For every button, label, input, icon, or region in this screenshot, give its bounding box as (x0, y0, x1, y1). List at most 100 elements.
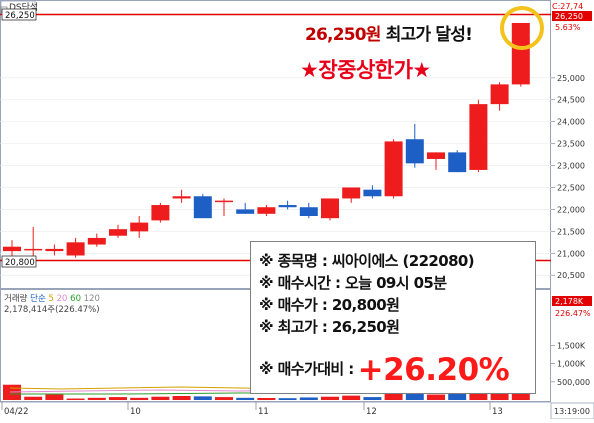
price-tick-label: 21,500 (557, 227, 585, 236)
volume-bar (321, 396, 339, 400)
volume-current-tag (552, 296, 592, 306)
candle (87, 233, 106, 247)
price-tick-label: 23,500 (557, 140, 585, 149)
volume-legend-ma20: 20 (57, 294, 68, 304)
current-change-pct: 5.63% (555, 23, 581, 32)
candlestick-series (3, 22, 530, 267)
volume-axis: 1,500K 1,000K 500,000 (551, 341, 590, 387)
volume-current: 2,178,414주(226.47%) (4, 305, 100, 315)
candle (215, 198, 233, 216)
candle (405, 123, 424, 168)
volume-bar (109, 397, 127, 400)
bottom-price-tag (1, 255, 37, 268)
price-tick-label: 24,500 (557, 96, 585, 105)
candle (363, 185, 382, 199)
highlight-circle (500, 6, 544, 50)
info-stock-name: ※ 종목명 : 씨아이에스 (222080) (259, 252, 475, 270)
volume-bar (405, 390, 424, 400)
volume-bar (363, 397, 382, 400)
candle (384, 139, 403, 199)
volume-bar (448, 393, 467, 400)
volume-bar (299, 397, 318, 400)
candle (469, 99, 488, 173)
candle (66, 237, 85, 258)
volume-axis-current: 2,178K (555, 297, 584, 306)
volume-bar (66, 398, 85, 400)
candle (511, 22, 530, 87)
candle (448, 150, 467, 173)
volume-bar (278, 398, 297, 400)
info-buy-time: ※ 매수시간 : 오늘 09시 05분 (259, 274, 447, 292)
headline-high: 26,250원 최고가 달성! (305, 20, 473, 45)
volume-bar (342, 395, 361, 400)
volume-tick-label: 500,000 (557, 378, 590, 387)
volume-legend-ma60: 60 (70, 294, 81, 304)
info-gain-row: ※ 매수가대비 : +26.20% (259, 351, 535, 388)
volume-bar (87, 397, 106, 400)
candle (193, 194, 212, 219)
time-tick-label: 10 (130, 407, 141, 417)
volume-bar (172, 396, 191, 400)
volume-tick-label: 1,000K (557, 360, 586, 369)
top-price-tag (1, 8, 37, 21)
time-tick-label: 04/22 (4, 407, 29, 417)
info-gain-label: ※ 매수가대비 : (259, 360, 354, 378)
trade-info-box: ※ 종목명 : 씨아이에스 (222080) ※ 매수시간 : 오늘 09시 0… (250, 241, 536, 394)
volume-legend-ma5: 5 (49, 294, 54, 304)
volume-bar (151, 396, 170, 400)
top-price-label: 26,250 (5, 11, 35, 21)
candle (130, 216, 149, 238)
volume-bar (427, 394, 445, 400)
axis-top-value: C:27,74 (552, 2, 583, 11)
volume-legend-ma-type: 단순 (30, 293, 46, 304)
volume-legend-ma120: 120 (84, 294, 100, 304)
chart-name: DS단석 (9, 2, 38, 13)
price-axis: C:27,74 26,250 5.63% 25,000 24,500 24,000 2… (551, 2, 592, 280)
candle (321, 198, 339, 221)
price-tick-label: 20,500 (557, 271, 585, 280)
price-tick-label: 23,000 (557, 162, 585, 171)
volume-bar (130, 397, 149, 400)
volume-legend: 거래량 단순 5 20 60 120 (4, 293, 100, 304)
candle (490, 82, 509, 111)
time-tick-label: 11 (258, 407, 269, 417)
candle (278, 200, 297, 210)
volume-bar (45, 394, 64, 400)
candle (342, 187, 361, 203)
price-reference-lines (0, 13, 551, 262)
candle (299, 202, 318, 219)
candle (109, 224, 127, 238)
price-tick-label: 25,000 (557, 74, 585, 83)
volume-bar (257, 398, 276, 400)
candle (236, 202, 255, 214)
current-price-tag (552, 11, 592, 21)
info-buy-price: ※ 매수가 : 20,800원 (259, 296, 400, 314)
time-tick-label: 13 (492, 407, 503, 417)
current-price: 26,250 (555, 12, 583, 21)
info-gain-value: +26.20% (357, 351, 510, 388)
candle (24, 226, 43, 258)
candle (151, 202, 170, 223)
volume-axis-pct: 226.47% (555, 309, 591, 318)
headline-price: 26,250원 (305, 25, 381, 45)
headline-text: 최고가 달성! (385, 25, 473, 45)
candle (257, 205, 276, 216)
info-high-price: ※ 최고가 : 26,250원 (259, 318, 400, 336)
volume-bar (24, 396, 43, 400)
candle (45, 244, 64, 256)
time-tick-label: 12 (366, 407, 377, 417)
volume-tick-label: 1,500K (557, 341, 586, 350)
time-axis: 04/22 10 11 12 13 (0, 401, 551, 417)
candle (172, 189, 191, 203)
volume-bar (236, 397, 255, 400)
price-tick-label: 24,000 (557, 118, 585, 127)
volume-bar (215, 397, 233, 400)
volume-legend-name: 거래량 (4, 293, 28, 304)
bottom-price-label: 20,800 (5, 258, 35, 268)
headline-limit-up: ★장중상한가★ (300, 58, 431, 82)
volume-bar (490, 388, 509, 400)
volume-bar (193, 396, 212, 400)
price-tick-label: 21,000 (557, 249, 585, 258)
price-tick-label: 22,500 (557, 183, 585, 192)
